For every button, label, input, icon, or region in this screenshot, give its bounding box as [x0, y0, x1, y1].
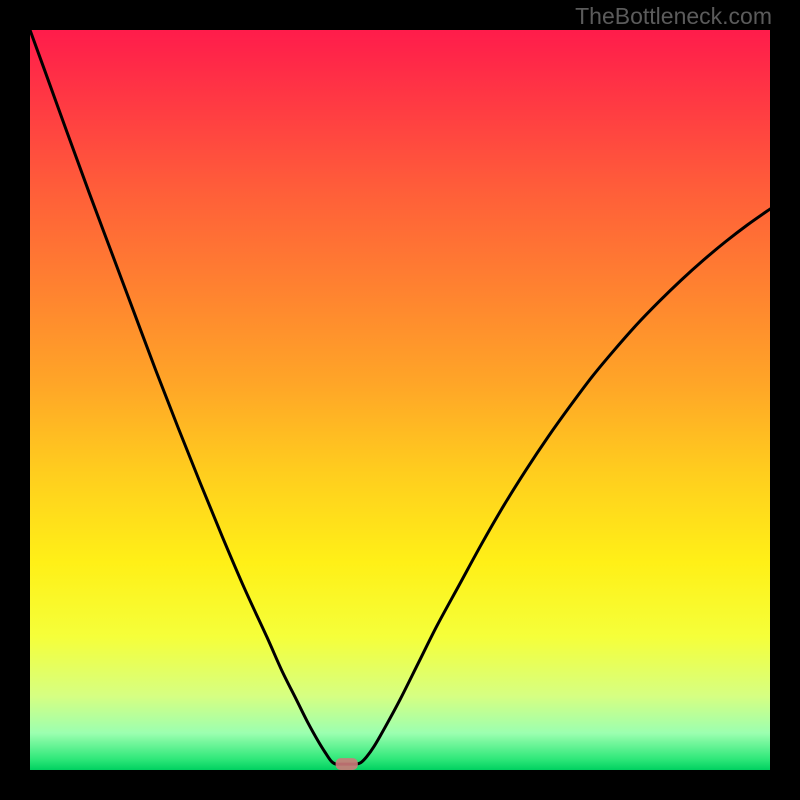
optimal-point-marker [336, 758, 358, 770]
plot-background [30, 30, 770, 770]
watermark-text: TheBottleneck.com [575, 3, 772, 30]
